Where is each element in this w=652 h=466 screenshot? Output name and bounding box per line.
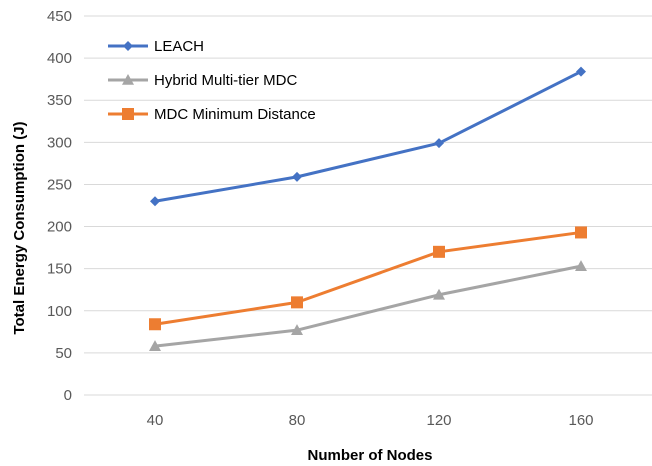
y-tick-label: 450 (47, 8, 72, 25)
x-tick-label: 80 (289, 412, 306, 429)
data-point (291, 324, 303, 335)
y-tick-label: 400 (47, 50, 72, 67)
legend-marker (122, 74, 134, 85)
series-line (153, 70, 583, 203)
y-tick-label: 100 (47, 303, 72, 320)
y-tick-label: 150 (47, 261, 72, 278)
legend-entry: MDC Minimum Distance (108, 106, 316, 123)
data-point (575, 226, 587, 239)
series-group (149, 66, 587, 351)
legend-label: LEACH (154, 38, 204, 55)
y-tick-label: 0 (64, 387, 72, 404)
y-axis-ticks: 0 50 100 150 200 250 300 350 400 450 (47, 8, 72, 404)
x-axis-ticks: 40 80 120 160 (147, 412, 594, 429)
legend-label: Hybrid Multi-tier MDC (154, 72, 298, 89)
x-tick-label: 40 (147, 412, 164, 429)
x-axis-title: Number of Nodes (307, 447, 432, 464)
legend: LEACH Hybrid Multi-tier MDC MDC Minimum Di… (108, 38, 316, 123)
x-tick-label: 160 (568, 412, 593, 429)
x-tick-label: 120 (426, 412, 451, 429)
legend-marker (123, 41, 133, 51)
data-point (576, 66, 586, 77)
gridlines (84, 15, 652, 396)
y-axis-title: Total Energy Consumption (J) (11, 121, 28, 334)
data-point (150, 196, 160, 207)
series-2 (149, 260, 587, 351)
y-tick-label: 50 (55, 345, 72, 362)
y-tick-label: 300 (47, 134, 72, 151)
y-tick-label: 250 (47, 176, 72, 193)
data-point (149, 318, 161, 331)
y-tick-label: 350 (47, 92, 72, 109)
legend-entry: Hybrid Multi-tier MDC (108, 72, 298, 89)
data-point (433, 245, 445, 258)
data-point (434, 138, 444, 149)
data-point (291, 296, 303, 309)
legend-label: MDC Minimum Distance (154, 106, 316, 123)
data-point (292, 171, 302, 182)
series-3 (149, 226, 587, 331)
data-point (575, 260, 587, 271)
legend-entry: LEACH (108, 38, 204, 55)
y-tick-label: 200 (47, 219, 72, 236)
series-line (153, 230, 583, 326)
series-line (153, 264, 583, 348)
legend-marker (122, 108, 134, 120)
data-point (433, 288, 445, 300)
series-1 (150, 66, 586, 207)
data-point (149, 340, 161, 351)
